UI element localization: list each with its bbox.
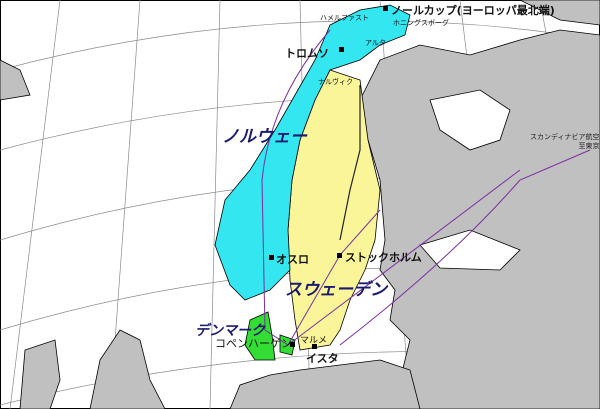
label-airline-route: スカンディナビア航空 至東京 (530, 133, 600, 150)
uk-land (89, 329, 166, 409)
norway-territory (214, 4, 411, 301)
label-copenhagen: コペンハーゲン (215, 337, 292, 350)
label-sweden: スウェーデン (285, 280, 387, 300)
label-stockholm: ストックホルム (345, 251, 422, 264)
finland-russia-land (359, 29, 600, 409)
label-denmark: デンマーク (195, 323, 265, 339)
label-nordkapp: ノールカップ(ヨーロッパ最北端) (391, 4, 555, 17)
label-honningsvag: ホニングスボーグ (393, 19, 449, 27)
label-hammerfest: ハメルファスト (320, 14, 369, 22)
label-ystad: イスタ (306, 352, 339, 365)
denmark-territory (244, 311, 296, 361)
label-norway: ノルウェー (222, 127, 307, 147)
label-tromso: トロムソ (285, 47, 329, 60)
label-alta: アルタ (365, 39, 386, 47)
label-narvik: ナルヴィク (318, 78, 353, 86)
label-malmo: マルメ (300, 336, 328, 346)
label-oslo: オスロ (276, 253, 309, 266)
